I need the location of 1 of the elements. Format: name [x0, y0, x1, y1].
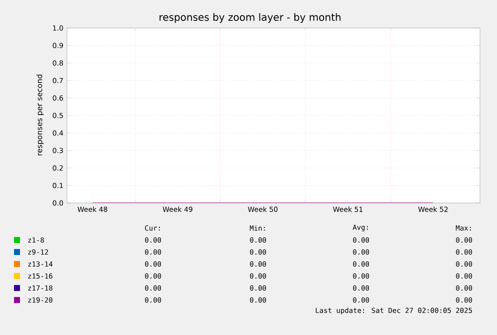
chart-title: responses by zoom layer - by month	[160, 13, 340, 23]
